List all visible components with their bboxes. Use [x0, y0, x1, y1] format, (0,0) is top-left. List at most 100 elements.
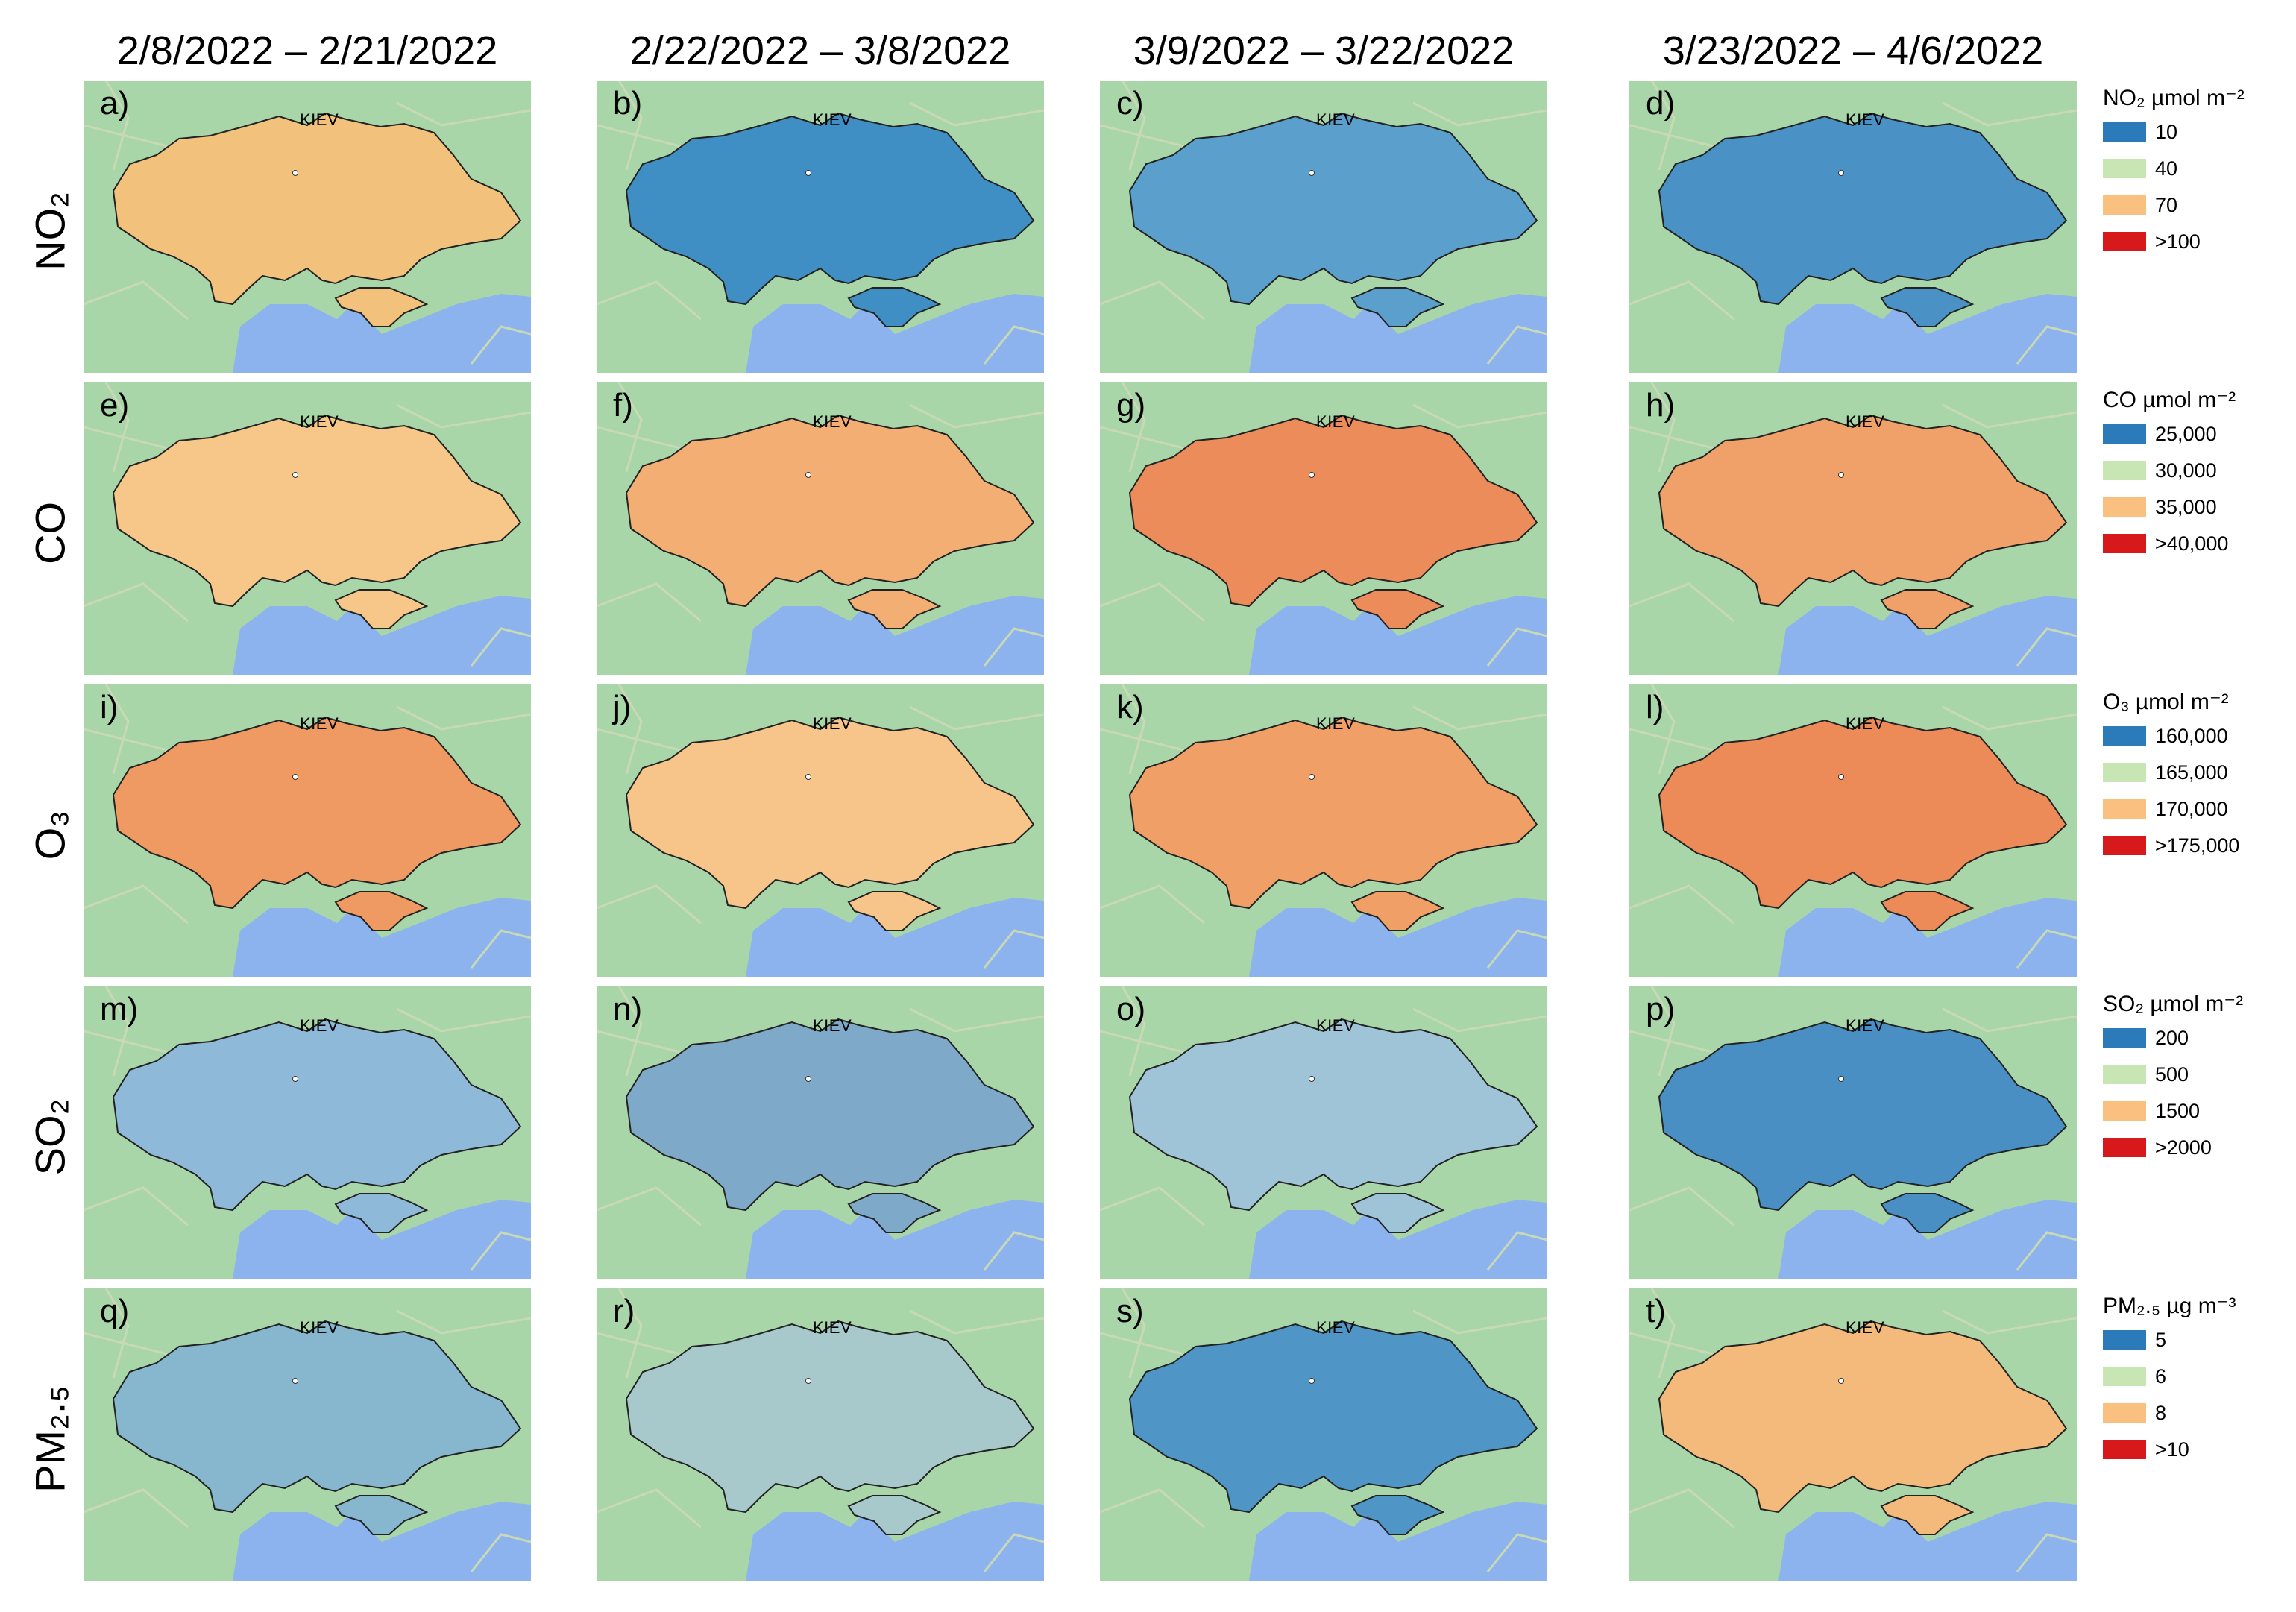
legend-title: PM₂.₅ µg m⁻³	[2103, 1294, 2236, 1318]
sea-area	[233, 294, 531, 373]
road-line	[470, 1533, 531, 1572]
panel-map-svg	[597, 986, 1044, 1279]
panel-map-svg	[84, 1288, 531, 1581]
crimea-fill	[334, 1495, 429, 1535]
legend-value: 6	[2155, 1365, 2167, 1388]
sea-area	[1778, 294, 2077, 373]
sea-area	[233, 596, 531, 675]
panel-map-svg	[84, 684, 531, 977]
legend-swatch	[2103, 836, 2146, 855]
legend-value: 500	[2155, 1063, 2189, 1086]
road-line	[1121, 1288, 1146, 1379]
pollutant-name: CO	[26, 502, 74, 564]
city-label-kiev: KIEV	[813, 1016, 852, 1035]
city-label-kiev: KIEV	[300, 714, 339, 733]
legend-value: 1500	[2155, 1100, 2201, 1122]
city-marker-icon	[1309, 170, 1315, 176]
legend-item: 25,000	[2103, 417, 2289, 453]
road-line	[617, 684, 643, 775]
map-panel: c) KIEV	[1100, 81, 1547, 373]
panel-map-svg	[597, 382, 1044, 675]
map-panel: e) KIEV	[84, 382, 531, 675]
legend-value: 160,000	[2155, 725, 2228, 747]
panel-letter: r)	[613, 1293, 635, 1329]
crimea-fill	[847, 287, 942, 327]
color-legend: O₃ µmol m⁻² 160,000 165,000 170,000 >175,000	[2103, 686, 2289, 865]
road-line	[597, 1186, 702, 1227]
road-line	[1486, 325, 1547, 365]
city-label-kiev: KIEV	[813, 412, 852, 431]
road-line	[909, 1007, 1044, 1033]
legend-title: NO₂ µmol m⁻²	[2103, 86, 2245, 110]
road-line	[1650, 81, 1676, 171]
road-line	[2016, 1231, 2077, 1271]
panel-letter: t)	[1646, 1293, 1666, 1329]
road-line	[1121, 986, 1146, 1077]
city-label-kiev: KIEV	[1316, 714, 1356, 733]
sea-area	[1249, 1200, 1547, 1279]
road-line	[2016, 1533, 2077, 1572]
country-fill	[1128, 716, 1538, 910]
sea-area	[1249, 596, 1547, 675]
road-line	[983, 1231, 1044, 1271]
panel-letter: k)	[1116, 689, 1144, 725]
legend-item: 160,000	[2103, 719, 2289, 755]
legend-value: 10	[2155, 121, 2178, 143]
column-date-range-title: 2/8/2022 – 2/21/2022	[116, 28, 498, 73]
city-label-kiev: KIEV	[1316, 1016, 1356, 1035]
map-panel: q) KIEV	[84, 1288, 531, 1581]
legend-item: >40,000	[2103, 526, 2289, 563]
legend-swatch	[2103, 424, 2146, 444]
road-line	[1412, 403, 1547, 429]
road-line	[2016, 325, 2077, 365]
road-line	[1121, 684, 1146, 775]
map-panel: i) KIEV	[84, 684, 531, 977]
panel-map-svg	[1629, 81, 2077, 373]
road-line	[1650, 382, 1676, 473]
road-line	[597, 884, 702, 925]
panel-map-svg	[84, 81, 531, 373]
legend-swatch	[2103, 1101, 2146, 1121]
road-line	[1650, 684, 1676, 775]
road-line	[617, 81, 643, 171]
legend-item: 165,000	[2103, 755, 2289, 792]
legend-swatch	[2103, 1403, 2146, 1423]
panel-map-svg	[1629, 382, 2077, 675]
legend-value: 35,000	[2155, 496, 2217, 518]
legend-swatch	[2103, 1440, 2146, 1459]
color-legend: PM₂.₅ µg m⁻³ 5 6 8 >10	[2103, 1290, 2289, 1469]
panel-letter: e)	[100, 387, 130, 424]
crimea-fill	[1880, 589, 1975, 629]
panel-letter: i)	[100, 689, 119, 725]
panel-letter: a)	[100, 85, 130, 122]
map-panel: h) KIEV	[1629, 382, 2077, 675]
legend-item: >100	[2103, 224, 2289, 261]
road-line	[396, 1309, 531, 1335]
city-marker-icon	[1838, 472, 1844, 478]
panel-letter: s)	[1116, 1293, 1144, 1329]
sea-area	[233, 1502, 531, 1581]
legend-item: >2000	[2103, 1130, 2289, 1167]
panel-letter: o)	[1116, 991, 1146, 1027]
panel-letter: h)	[1646, 387, 1676, 424]
road-line	[104, 382, 130, 473]
legend-item: 6	[2103, 1359, 2289, 1396]
panel-letter: c)	[1116, 85, 1144, 122]
legend-value: 5	[2155, 1329, 2167, 1351]
road-line	[983, 627, 1044, 667]
city-label-kiev: KIEV	[1846, 1318, 1885, 1337]
pollutant-name: O₃	[26, 810, 74, 860]
sea-area	[1778, 1502, 2077, 1581]
panel-letter: m)	[100, 991, 139, 1027]
sea-area	[1249, 898, 1547, 977]
map-panel: a) KIEV	[84, 81, 531, 373]
city-marker-icon	[292, 1076, 298, 1082]
crimea-fill	[1880, 1193, 1975, 1233]
road-line	[84, 1488, 189, 1528]
road-line	[909, 101, 1044, 127]
panel-letter: j)	[613, 689, 632, 725]
road-line	[1629, 582, 1734, 623]
legend-item: >175,000	[2103, 828, 2289, 865]
legend-value: 30,000	[2155, 459, 2217, 482]
city-marker-icon	[1309, 472, 1315, 478]
